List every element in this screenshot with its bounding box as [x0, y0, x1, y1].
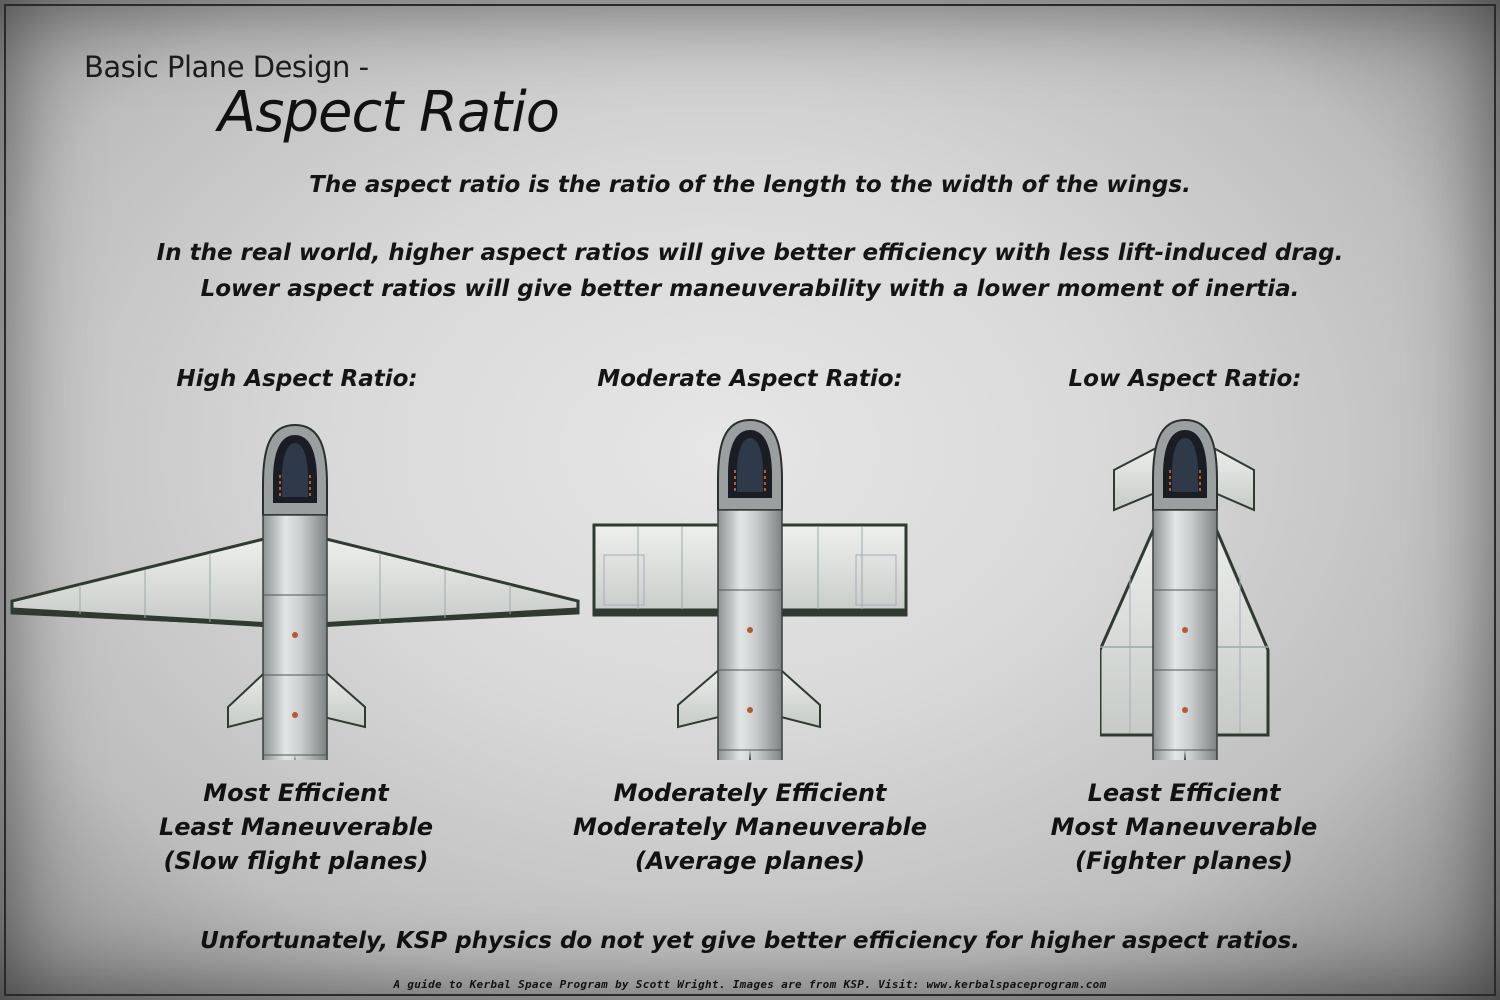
desc-high-maneuverability: Least Maneuverable	[158, 813, 434, 841]
intro-high-ratio: In the real world, higher aspect ratios …	[156, 240, 1344, 266]
desc-high-efficiency: Most Efficient	[203, 779, 389, 807]
page-title: Aspect Ratio	[218, 80, 560, 145]
desc-high-aspect: Most Efficient Least Maneuverable (Slow …	[86, 776, 506, 878]
heading-high-aspect: High Aspect Ratio:	[176, 366, 418, 392]
intro-definition: The aspect ratio is the ratio of the len…	[309, 172, 1191, 198]
credit-line: A guide to Kerbal Space Program by Scott…	[393, 978, 1107, 991]
desc-moderate-efficiency: Moderately Efficient	[613, 779, 887, 807]
ksp-physics-note: Unfortunately, KSP physics do not yet gi…	[200, 928, 1300, 954]
heading-low-aspect: Low Aspect Ratio:	[1068, 366, 1302, 392]
desc-moderate-maneuverability: Moderately Maneuverable	[573, 813, 927, 841]
desc-low-maneuverability: Most Maneuverable	[1050, 813, 1318, 841]
plane-low-aspect	[1100, 419, 1270, 760]
desc-moderate-aspect: Moderately Efficient Moderately Maneuver…	[540, 776, 960, 878]
desc-moderate-use: (Average planes)	[634, 847, 866, 875]
desc-low-efficiency: Least Efficient	[1087, 779, 1281, 807]
plane-high-aspect	[10, 424, 580, 760]
page-subtitle: Basic Plane Design -	[84, 50, 369, 84]
desc-high-use: (Slow flight planes)	[163, 847, 429, 875]
desc-low-use: (Fighter planes)	[1074, 847, 1293, 875]
intro-low-ratio: Lower aspect ratios will give better man…	[200, 276, 1300, 302]
plane-moderate-aspect	[592, 419, 908, 760]
desc-low-aspect: Least Efficient Most Maneuverable (Fight…	[974, 776, 1394, 878]
heading-moderate-aspect: Moderate Aspect Ratio:	[597, 366, 903, 392]
